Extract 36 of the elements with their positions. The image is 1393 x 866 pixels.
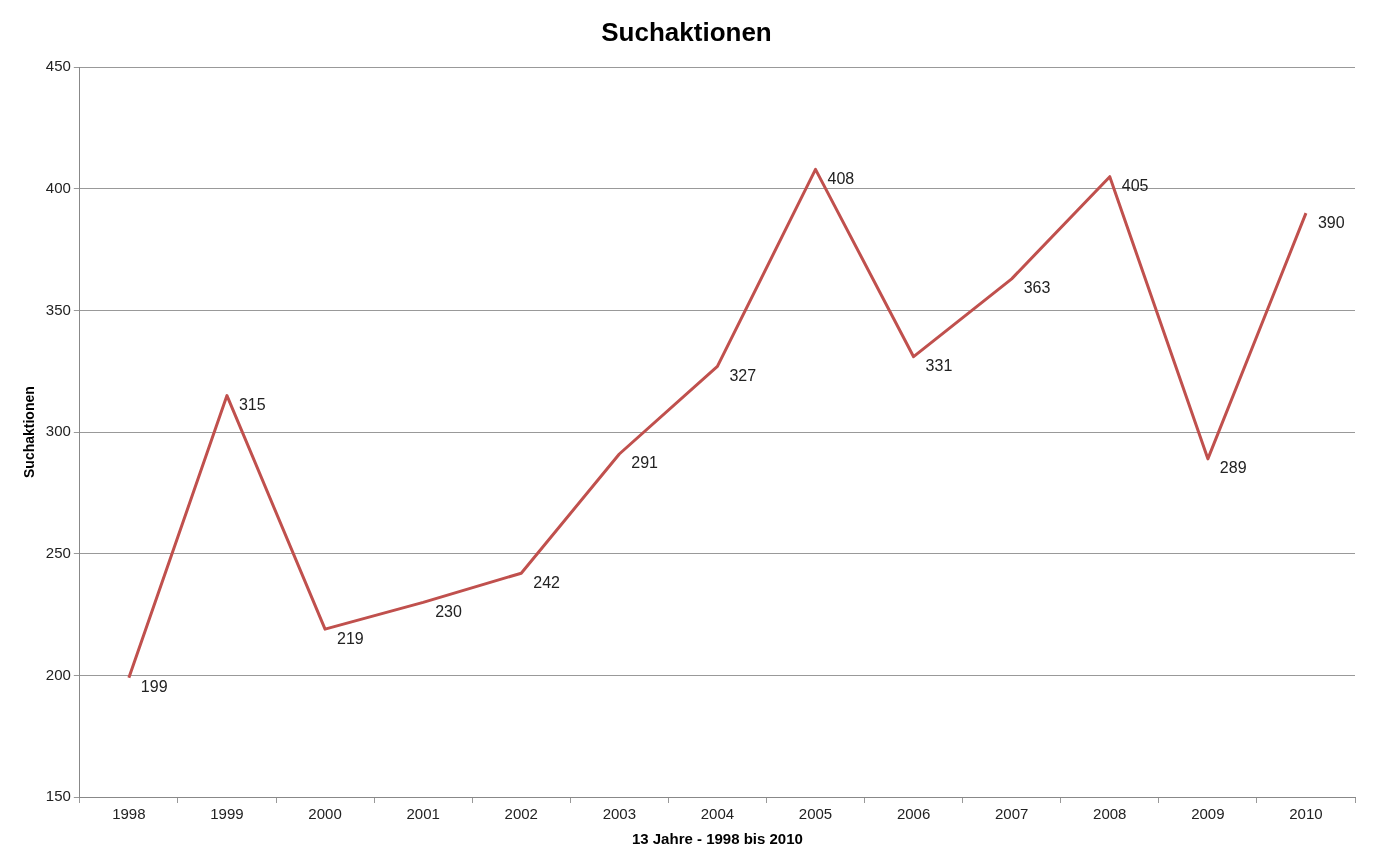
- data-label: 331: [925, 357, 953, 375]
- y-tick-label: 150: [45, 787, 71, 805]
- x-tick-label: 2008: [1093, 805, 1127, 823]
- y-tick-label: 450: [45, 57, 71, 75]
- x-tick-label: 2010: [1289, 805, 1323, 823]
- x-axis-title: 13 Jahre - 1998 bis 2010: [631, 830, 803, 848]
- y-axis-title: Suchaktionen: [21, 386, 38, 478]
- data-label: 230: [435, 602, 462, 620]
- y-tick-label: 400: [45, 178, 71, 196]
- data-label: 289: [1219, 459, 1247, 477]
- data-label: 390: [1317, 213, 1345, 231]
- y-tick-label: 350: [45, 300, 71, 318]
- chart-title: Suchaktionen: [601, 16, 772, 47]
- y-tick-label: 250: [45, 543, 71, 561]
- x-tick-label: 2009: [1191, 805, 1225, 823]
- x-tick-label: 1999: [210, 805, 244, 823]
- x-tick-label: 2006: [896, 805, 931, 823]
- x-tick-label: 2004: [700, 805, 735, 823]
- x-tick-label: 2002: [504, 805, 538, 823]
- y-tick-label: 200: [45, 665, 71, 683]
- x-tick-label: 2000: [308, 805, 342, 823]
- data-label: 242: [533, 573, 561, 591]
- x-tick-label: 2003: [602, 805, 637, 823]
- data-label: 315: [238, 396, 266, 414]
- data-label: 408: [827, 169, 855, 187]
- data-label: 199: [140, 678, 168, 696]
- x-tick-label: 2007: [995, 805, 1029, 823]
- x-tick-label: 2005: [798, 805, 833, 823]
- x-tick-label: 2001: [406, 805, 440, 823]
- data-label: 327: [729, 366, 757, 384]
- data-label: 219: [337, 629, 364, 647]
- x-tick-label: 1998: [112, 805, 146, 823]
- data-label: 405: [1121, 177, 1149, 195]
- data-label: 291: [631, 454, 659, 472]
- data-label: 363: [1023, 279, 1051, 297]
- y-tick-label: 300: [45, 422, 71, 440]
